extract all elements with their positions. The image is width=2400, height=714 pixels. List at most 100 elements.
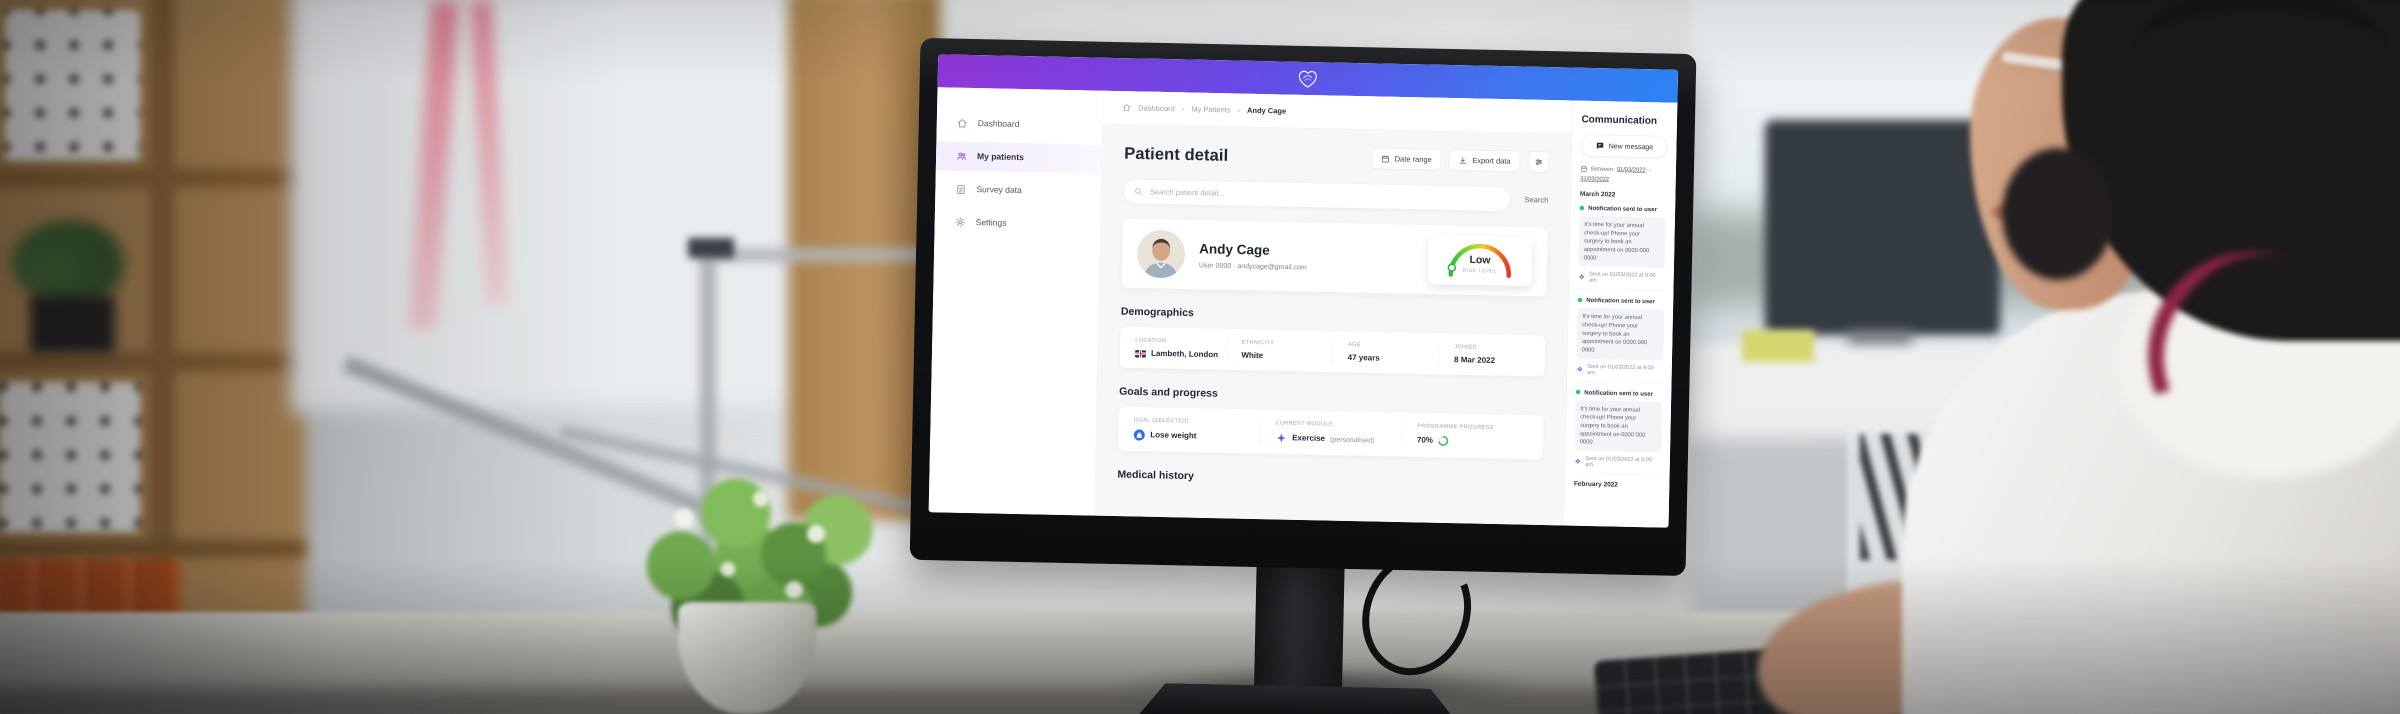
export-data-label: Export data: [1472, 156, 1511, 166]
breadcrumb-item[interactable]: My Patients: [1191, 104, 1231, 115]
demographic-field-age: AGE 47 years: [1332, 340, 1439, 366]
goal-field-progress: PROGRAMME PROGRESS 70%: [1401, 421, 1544, 451]
date-range-label: Date range: [1394, 154, 1432, 164]
sent-flower-icon: [1577, 366, 1583, 372]
communication-title: Communication: [1581, 113, 1658, 127]
notification-body: It's time for your annual check-up! Phon…: [1578, 215, 1666, 269]
sliders-icon: [1535, 158, 1542, 165]
patient-avatar: [1137, 229, 1186, 279]
sidebar-item-my-patients[interactable]: My patients: [935, 141, 1102, 174]
notification-title: Notification sent to user: [1588, 204, 1657, 213]
monitor-screen: Dashboard My patients Survey data S: [928, 54, 1679, 528]
patients-icon: [957, 152, 966, 160]
shelf-plant-pot: [30, 295, 115, 353]
risk-label: RISK LEVEL: [1462, 267, 1498, 275]
breadcrumb-item[interactable]: Dashboard: [1138, 103, 1175, 113]
demographics-card: LOCATION Lambeth, London ETHNICITY White…: [1119, 326, 1546, 377]
sent-flower-icon: [1579, 274, 1585, 280]
search-icon: [1135, 188, 1142, 195]
goals-card: GOAL (SELECTED) Lose weight CURRENT MODU…: [1117, 406, 1544, 460]
wall-poster: [290, 0, 834, 414]
patient-summary-card: Andy Cage User 0000 · andycage@gmail.com: [1121, 218, 1548, 297]
sent-flower-icon: [1575, 458, 1581, 464]
date-filter-to[interactable]: 31/03/2022: [1580, 175, 1610, 183]
heart-pulse-logo-icon: [1298, 70, 1317, 88]
sidebar-item-settings[interactable]: Settings: [934, 207, 1100, 239]
breadcrumb-current: Andy Cage: [1246, 105, 1287, 116]
shelf-board: [0, 168, 305, 188]
patient-detail-content: Patient detail Date range Export data: [1095, 124, 1572, 525]
date-range-button[interactable]: Date range: [1371, 147, 1442, 171]
message-icon: [1596, 142, 1604, 149]
monitor-stand-neck: [1253, 563, 1345, 705]
walker-grip: [688, 238, 734, 258]
secondary-monitor: [1765, 120, 2000, 335]
goals-title: Goals and progress: [1119, 385, 1218, 400]
risk-gauge: Low RISK LEVEL: [1427, 235, 1533, 287]
sidebar-item-label: Settings: [975, 217, 1007, 228]
date-filter-prefix: Between: [1590, 165, 1614, 173]
weight-goal-icon: [1133, 429, 1145, 441]
demographics-title: Demographics: [1120, 305, 1194, 319]
export-data-button[interactable]: Export data: [1449, 149, 1521, 172]
plant-vase: [678, 602, 816, 714]
app-topbar: [937, 54, 1679, 103]
new-message-button[interactable]: New message: [1580, 134, 1668, 159]
notification-body: It's time for your annual check-up! Phon…: [1574, 400, 1663, 453]
demographic-field-joined: JOINED 8 Mar 2022: [1438, 342, 1546, 368]
date-filter-from[interactable]: 01/03/2022: [1616, 166, 1646, 174]
status-dot-icon: [1579, 205, 1585, 211]
breadcrumb-separator: ›: [1237, 105, 1241, 115]
demographic-field-ethnicity: ETHNICITY White: [1225, 337, 1333, 364]
communication-date-filter: Between 01/03/2022 - 31/03/2022: [1580, 165, 1667, 183]
sidebar-item-label: Dashboard: [977, 118, 1020, 129]
risk-value: Low: [1469, 253, 1491, 266]
notification-title: Notification sent to user: [1584, 388, 1654, 398]
new-message-label: New message: [1608, 141, 1654, 151]
monitor-stand-base: [1127, 682, 1468, 714]
monitor: Dashboard My patients Survey data S: [892, 28, 1716, 714]
storage-box: [5, 10, 140, 160]
download-icon: [1459, 157, 1467, 164]
shelf-board: [0, 352, 305, 372]
calendar-icon: [1382, 155, 1389, 163]
communication-next-month-header: February 2022: [1573, 479, 1619, 489]
sidebar: Dashboard My patients Survey data S: [928, 87, 1104, 516]
calendar-icon: [1581, 165, 1587, 172]
home-icon: [957, 119, 967, 128]
sidebar-item-survey-data[interactable]: Survey data: [935, 174, 1101, 206]
sidebar-item-label: Survey data: [976, 184, 1022, 196]
communication-month-header: March 2022: [1579, 189, 1616, 198]
notification-sent: Sent on 01/03/2022 at 9:00 am: [1587, 363, 1654, 376]
progress-ring-icon: [1438, 435, 1449, 446]
uk-flag-icon: [1134, 349, 1147, 358]
settings-icon: [955, 217, 965, 227]
exercise-module-icon: [1277, 433, 1286, 443]
survey-icon: [957, 185, 965, 194]
medical-history-title: Medical history: [1117, 468, 1195, 482]
patient-name: Andy Cage: [1199, 241, 1270, 258]
status-dot-icon: [1575, 389, 1581, 395]
date-filter-separator: -: [1649, 167, 1652, 174]
search-button[interactable]: Search: [1524, 195, 1549, 205]
notification-item: Notification sent to user It's time for …: [1576, 296, 1665, 384]
sidebar-item-dashboard[interactable]: Dashboard: [936, 108, 1102, 140]
notification-sent: Sent on 01/03/2022 at 9:00 am: [1589, 271, 1656, 284]
status-dot-icon: [1577, 297, 1583, 303]
patient-search-box: [1123, 178, 1511, 212]
goal-field-selected: GOAL (SELECTED) Lose weight: [1133, 416, 1197, 441]
notification-sent: Sent on 01/03/2022 at 9:00 am: [1585, 455, 1652, 468]
notification-item: Notification sent to user It's time for …: [1577, 204, 1667, 292]
shelf-board: [0, 540, 305, 558]
sticky-notes: [1742, 330, 1814, 362]
risk-gauge-arc: [1447, 243, 1511, 279]
doctor-hair-curl: [2002, 148, 2114, 280]
notification-body: It's time for your annual check-up! Phon…: [1576, 307, 1665, 361]
notification-title: Notification sent to user: [1586, 296, 1655, 306]
search-input[interactable]: [1148, 186, 1501, 204]
communication-panel: Communication New message Between 01/03/…: [1563, 100, 1678, 528]
breadcrumb-separator: ›: [1181, 104, 1185, 114]
filter-button[interactable]: [1527, 151, 1550, 173]
shelf-plant: [12, 220, 127, 305]
